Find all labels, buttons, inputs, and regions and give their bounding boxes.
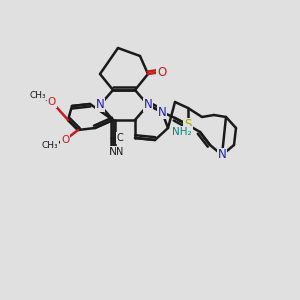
Text: NH₂: NH₂ [172,127,192,137]
Text: N: N [158,106,166,118]
Text: CH₃: CH₃ [42,142,58,151]
Text: O: O [61,135,69,145]
Text: C: C [117,133,123,143]
Text: S: S [184,118,192,131]
Text: N: N [109,147,117,157]
Text: N: N [116,147,124,157]
Text: N: N [218,148,226,161]
Text: CH₃: CH₃ [30,91,46,100]
Text: N: N [96,98,104,112]
Text: O: O [158,65,166,79]
Text: N: N [144,98,152,112]
Text: O: O [48,97,56,107]
